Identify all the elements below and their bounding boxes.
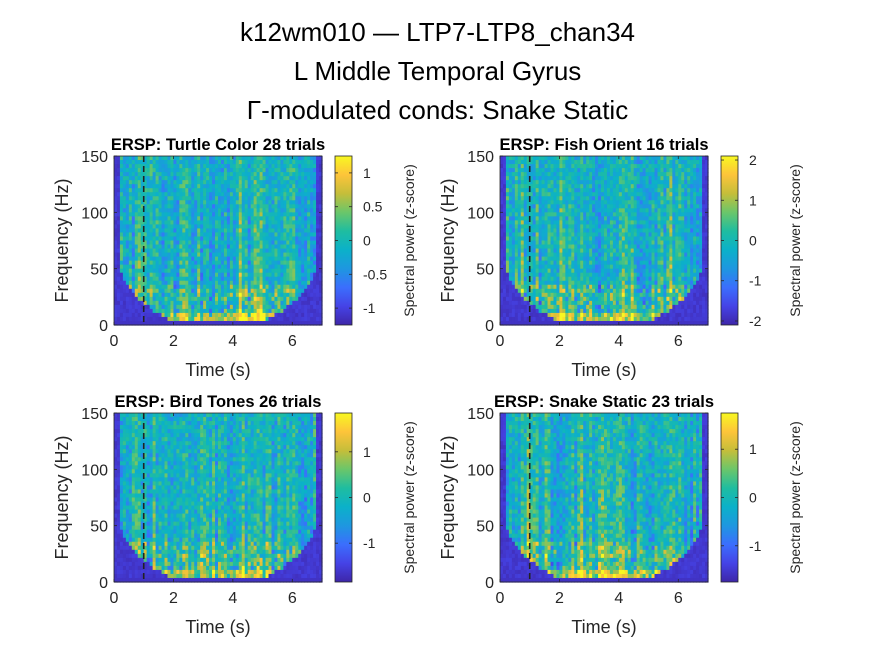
- y-tick-label: 150: [467, 149, 494, 166]
- ersp-panel-2: 0 2 4 6 0 50 100 150 ERSP: Fish Orient 16 trials…: [438, 136, 803, 380]
- panel-title: ERSP: Snake Static 23 trials: [494, 393, 714, 411]
- colorbar-label: Spectral power (z-score): [787, 164, 803, 317]
- colorbar-tick-label: -1: [363, 535, 376, 551]
- colorbar-tick-label: 2: [749, 152, 757, 168]
- colorbar-tick-label: 1: [749, 192, 757, 208]
- x-axis-label: Time (s): [185, 617, 250, 637]
- x-tick-label: 2: [169, 590, 178, 607]
- colorbar-tick-label: -1: [363, 300, 376, 316]
- panel-title: ERSP: Bird Tones 26 trials: [115, 393, 322, 411]
- y-tick-label: 100: [467, 205, 494, 222]
- y-tick-label: 0: [485, 318, 494, 335]
- axes-box: [113, 412, 323, 583]
- y-tick-label: 50: [90, 262, 108, 279]
- colorbar-tick-label: -0.5: [363, 266, 387, 282]
- x-tick-label: 4: [614, 590, 623, 607]
- colorbar-tick-label: 0.5: [363, 199, 383, 215]
- y-axis-label: Frequency (Hz): [438, 435, 458, 559]
- panel-title: ERSP: Turtle Color 28 trials: [111, 136, 325, 154]
- x-tick-label: 0: [110, 590, 119, 607]
- x-tick-label: 2: [555, 333, 564, 350]
- colorbar-tick-label: -1: [749, 538, 762, 554]
- y-tick-label: 150: [81, 406, 108, 423]
- colorbar-tick-label: 1: [363, 444, 371, 460]
- colorbar-tick-label: -2: [749, 313, 762, 329]
- colorbar-tick-label: 0: [363, 233, 371, 249]
- x-tick-label: 2: [555, 590, 564, 607]
- colorbar-tick-label: 0: [749, 490, 757, 506]
- y-axis-label: Frequency (Hz): [52, 435, 72, 559]
- spectrogram-heatmap: [114, 156, 323, 326]
- y-tick-label: 100: [81, 462, 108, 479]
- colorbar-label: Spectral power (z-score): [401, 421, 417, 574]
- colorbar-label: Spectral power (z-score): [401, 164, 417, 317]
- colorbar-tick-label: 0: [749, 233, 757, 249]
- x-tick-label: 0: [496, 590, 505, 607]
- colorbar-tick-label: 1: [363, 165, 371, 181]
- y-axis-label: Frequency (Hz): [438, 178, 458, 302]
- x-tick-label: 6: [674, 333, 683, 350]
- x-tick-label: 6: [288, 333, 297, 350]
- y-tick-label: 0: [485, 575, 494, 592]
- y-tick-label: 150: [467, 406, 494, 423]
- y-tick-label: 50: [90, 519, 108, 536]
- spectrogram-heatmap: [500, 413, 709, 583]
- x-tick-label: 0: [496, 333, 505, 350]
- x-axis-label: Time (s): [571, 617, 636, 637]
- spectrogram-heatmap: [500, 156, 709, 326]
- y-tick-label: 0: [99, 575, 108, 592]
- x-axis-label: Time (s): [571, 360, 636, 380]
- y-tick-label: 100: [81, 205, 108, 222]
- spectrogram-heatmap: [114, 413, 323, 583]
- colorbar-tick-label: 1: [749, 441, 757, 457]
- x-tick-label: 4: [228, 333, 237, 350]
- x-tick-label: 4: [614, 333, 623, 350]
- x-axis-label: Time (s): [185, 360, 250, 380]
- figure-title-line-2: L Middle Temporal Gyrus: [293, 56, 582, 86]
- axes-box: [113, 155, 323, 326]
- y-tick-label: 50: [476, 262, 494, 279]
- y-tick-label: 150: [81, 149, 108, 166]
- figure-title-line-3: Γ-modulated conds: Snake Static: [246, 95, 629, 125]
- x-tick-label: 6: [674, 590, 683, 607]
- y-tick-label: 0: [99, 318, 108, 335]
- x-tick-label: 0: [110, 333, 119, 350]
- colorbar-tick-label: 0: [363, 490, 371, 506]
- y-axis-label: Frequency (Hz): [52, 178, 72, 302]
- figure-title-line-1: k12wm010 — LTP7-LTP8_chan34: [239, 17, 636, 47]
- x-tick-label: 2: [169, 333, 178, 350]
- y-tick-label: 100: [467, 462, 494, 479]
- panel-title: ERSP: Fish Orient 16 trials: [499, 136, 708, 154]
- axes-box: [499, 412, 709, 583]
- colorbar-tick-label: -1: [749, 273, 762, 289]
- x-tick-label: 4: [228, 590, 237, 607]
- colorbar-label: Spectral power (z-score): [787, 421, 803, 574]
- y-tick-label: 50: [476, 519, 494, 536]
- ersp-panel-3: 0 2 4 6 0 50 100 150 ERSP: Bird Tones 26 trials T…: [52, 393, 417, 637]
- x-tick-label: 6: [288, 590, 297, 607]
- axes-box: [499, 155, 709, 326]
